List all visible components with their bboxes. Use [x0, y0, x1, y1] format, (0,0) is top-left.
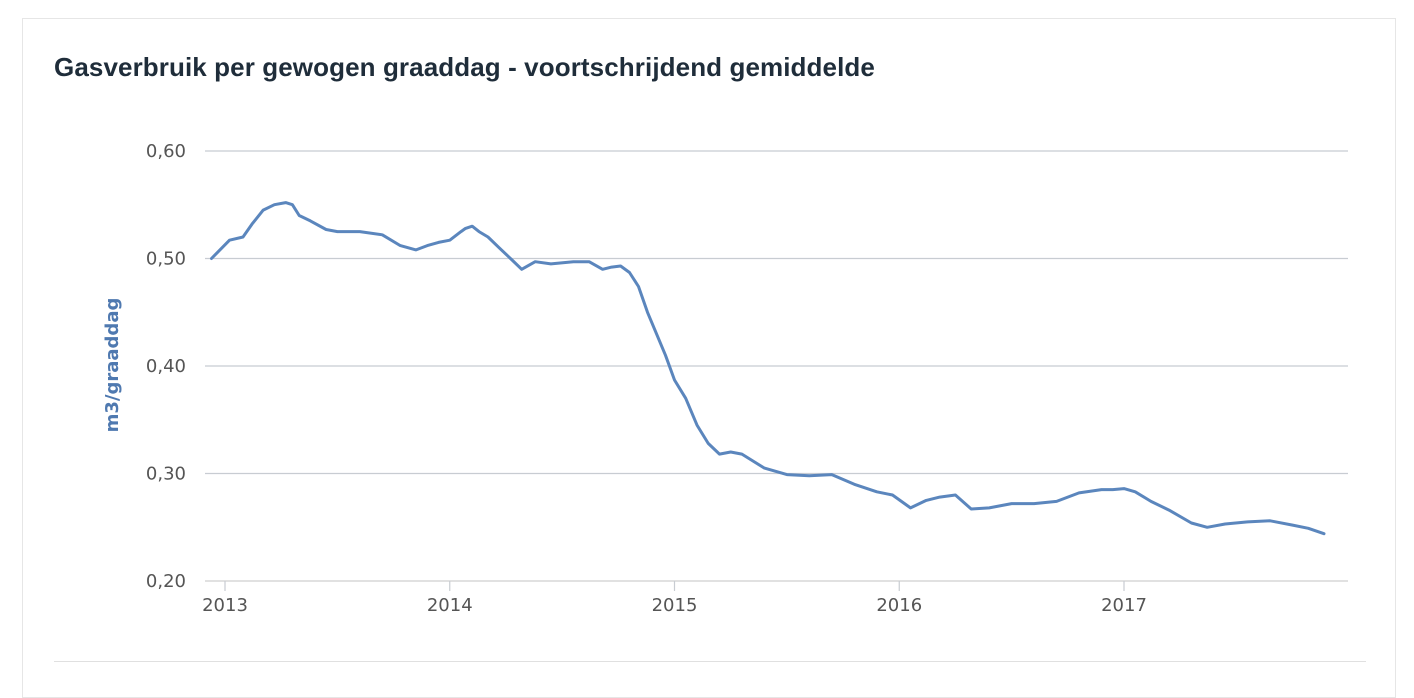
y-axis-label: m3/graaddag: [102, 298, 123, 433]
x-tick-label: 2014: [427, 595, 473, 616]
x-axis-ticks: 2013 2014 2015 2016 2017: [202, 581, 1147, 616]
y-tick-label: 0,30: [146, 464, 186, 485]
y-axis-ticks: 0,20 0,30 0,40 0,50 0,60: [146, 141, 186, 592]
x-tick-label: 2017: [1101, 595, 1147, 616]
y-tick-label: 0,20: [146, 571, 186, 592]
y-tick-label: 0,40: [146, 356, 186, 377]
series-group: [210, 201, 1326, 536]
series-line: [210, 201, 1326, 536]
line-chart: 0,200,300,400,500,60 2013 2014 2015 2016 201…: [102, 141, 1348, 616]
x-tick-label: 2015: [652, 595, 698, 616]
y-tick-label: 0,60: [146, 141, 186, 162]
panel-divider: [54, 661, 1366, 662]
x-tick-label: 2016: [876, 595, 922, 616]
chart-title: Gasverbruik per gewogen graaddag - voort…: [54, 52, 875, 82]
gridlines: [205, 150, 1348, 582]
chart-panel: [22, 18, 1396, 698]
x-tick-label: 2013: [202, 595, 248, 616]
y-tick-label: 0,50: [146, 249, 186, 270]
